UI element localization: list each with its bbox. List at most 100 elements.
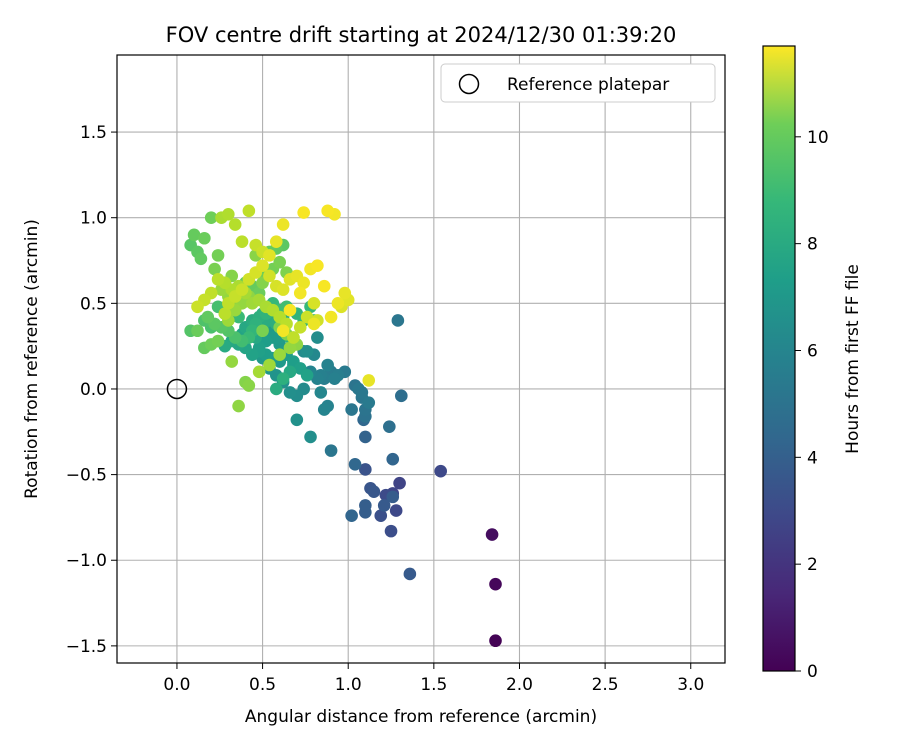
data-point (273, 255, 287, 269)
legend-marker (458, 73, 480, 95)
data-point (198, 231, 211, 245)
data-point (222, 207, 235, 221)
data-point (311, 331, 324, 344)
data-point (201, 310, 215, 324)
data-point (211, 249, 225, 262)
data-point (256, 324, 269, 338)
data-points (184, 204, 502, 648)
y-tick-label: −1.0 (66, 551, 107, 571)
data-point (256, 259, 269, 272)
colorbar-tick-label: 4 (807, 448, 818, 468)
colorbar-tick-label: 10 (807, 128, 829, 148)
data-point (283, 303, 297, 317)
colorbar-tick-label: 8 (807, 235, 818, 255)
x-tick-label: 0.0 (163, 675, 190, 695)
x-tick-label: 2.0 (506, 675, 533, 695)
legend-box (440, 63, 716, 103)
data-point (324, 444, 338, 457)
y-tick-label: −1.5 (66, 637, 107, 657)
data-point (276, 218, 290, 231)
data-point (307, 297, 321, 310)
data-point (374, 509, 388, 523)
data-point (386, 490, 400, 504)
chart-title: FOV centre drift starting at 2024/12/30 … (166, 23, 677, 47)
data-point (263, 249, 276, 262)
legend: Reference platepar (440, 63, 716, 103)
data-point (187, 228, 201, 242)
data-point (362, 374, 376, 387)
data-point (263, 358, 276, 372)
data-point (359, 463, 372, 476)
data-point (331, 297, 345, 310)
data-point (204, 211, 218, 225)
data-point (276, 372, 290, 385)
data-point (242, 379, 256, 392)
data-point (293, 286, 307, 300)
plot-frame (116, 54, 726, 664)
y-axis-ticks: −1.5 −1.0 −0.5 0.0 0.5 1.0 1.5 (66, 123, 117, 657)
x-tick-label: 2.5 (592, 675, 619, 695)
data-point (211, 334, 225, 348)
data-point (403, 567, 417, 581)
data-point (362, 396, 376, 409)
data-point (290, 413, 304, 427)
data-point (276, 283, 290, 296)
data-point (391, 314, 405, 327)
data-point (485, 528, 499, 541)
data-point (304, 430, 317, 444)
x-tick-label: 1.5 (420, 675, 447, 695)
colorbar-label: Hours from first FF file (843, 264, 863, 454)
plot-background (117, 55, 725, 663)
data-point (293, 321, 307, 334)
data-point (232, 399, 245, 413)
colorbar-gradient (762, 45, 796, 672)
data-point (276, 324, 290, 338)
data-point (283, 386, 297, 399)
data-point (225, 355, 239, 368)
data-point (345, 509, 358, 523)
colorbar-tick-label: 2 (807, 555, 818, 575)
data-point (228, 218, 242, 231)
data-point (287, 331, 300, 344)
legend-label: Reference platepar (507, 75, 669, 95)
data-point (386, 452, 400, 466)
data-point (395, 389, 408, 403)
data-point (297, 206, 310, 219)
data-point (263, 269, 276, 283)
data-point (273, 348, 287, 362)
data-point (211, 273, 225, 286)
data-point (300, 344, 314, 358)
colorbar: 0 2 4 6 8 10 Hours from first FF file (762, 45, 863, 682)
data-point (307, 317, 321, 331)
reference-platepar-marker (166, 378, 188, 400)
data-point (355, 386, 369, 399)
y-tick-label: −0.5 (66, 466, 107, 486)
data-point (359, 430, 372, 444)
x-tick-label: 0.5 (249, 675, 276, 695)
data-point (269, 235, 283, 248)
data-point (383, 420, 396, 433)
data-point (384, 524, 398, 538)
data-point (367, 485, 381, 499)
x-axis-ticks: 0.0 0.5 1.0 1.5 2.0 2.5 3.0 (163, 663, 704, 695)
colorbar-tick-label: 0 (807, 662, 818, 682)
x-axis-label: Angular distance from reference (arcmin) (245, 707, 597, 727)
data-point (377, 499, 391, 512)
data-point (300, 368, 314, 382)
data-point (235, 235, 249, 248)
data-point (252, 365, 266, 379)
data-point (191, 324, 204, 338)
y-tick-label: 1.5 (80, 123, 107, 143)
data-point (317, 403, 331, 416)
data-point (434, 464, 447, 478)
data-point (317, 279, 331, 293)
data-point (269, 382, 283, 396)
data-point (208, 262, 221, 276)
x-tick-label: 3.0 (677, 675, 704, 695)
data-point (191, 300, 204, 314)
colorbar-tick-label: 6 (807, 341, 818, 361)
data-point (194, 252, 208, 266)
data-point (338, 286, 352, 300)
data-point (235, 283, 249, 296)
